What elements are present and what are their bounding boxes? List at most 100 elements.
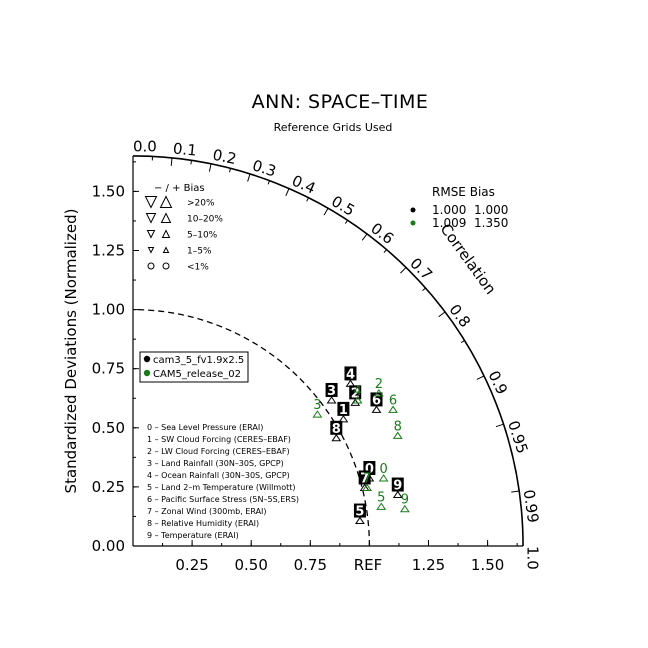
- y-axis-ticks: 0.00 0.25 0.50 0.75 1.00 1.25 1.50: [92, 161, 139, 555]
- bias-triangle-icon: [392, 431, 403, 439]
- corr-tick-label: 0.9: [485, 368, 512, 397]
- corr-minor-tick: [306, 197, 309, 202]
- data-point: 3: [312, 398, 323, 418]
- data-point: 8: [330, 420, 343, 442]
- case-legend-label: cam3_5_fv1.9x2.5: [153, 355, 244, 366]
- variable-list-item: 5 – Land 2–m Temperature (Willmott): [147, 483, 295, 492]
- bias-value: 1.000: [474, 203, 508, 217]
- bias-legend-row-label: 1–5%: [187, 247, 212, 257]
- variable-list-item: 1 – SW Cloud Forcing (CERES–EBAF): [147, 435, 291, 444]
- bias-triangle-icon: [399, 504, 410, 513]
- bias-triangle-icon: [388, 405, 398, 413]
- data-point-label: 6: [372, 393, 381, 408]
- data-point-label: 9: [393, 479, 402, 494]
- outer-arc: [132, 155, 524, 547]
- data-point-label: 3: [313, 398, 321, 413]
- bias-down-triangle-icon: [145, 213, 157, 224]
- corr-minor-tick: [344, 219, 348, 224]
- bias-legend-row-label: 5–10%: [187, 231, 218, 241]
- corr-tick: [170, 157, 173, 166]
- corr-tick: [438, 311, 446, 318]
- corr-tick: [495, 423, 504, 428]
- bias-up-triangle-icon: [160, 212, 172, 223]
- case-legend-box: [139, 351, 249, 383]
- case-legend: cam3_5_fv1.9x2.5 CAM5_release_02: [139, 351, 249, 383]
- data-point: 1: [337, 401, 350, 423]
- data-point: 9: [391, 477, 404, 499]
- x-tick-label: 1.50: [471, 556, 504, 574]
- corr-minor-tick: [460, 340, 465, 344]
- bias-legend-header: − / + Bias: [154, 183, 205, 194]
- data-point: 8: [392, 419, 403, 439]
- data-point-label: 4: [346, 367, 355, 382]
- corr-tick-label: 0.8: [445, 301, 474, 331]
- data-point: 5: [376, 490, 387, 510]
- rmse-value: 1.009: [432, 216, 466, 230]
- data-point-label: 5: [355, 505, 364, 520]
- variable-list-item: 6 – Pacific Surface Stress (5N–5S,ERS): [147, 495, 299, 504]
- y-tick-label: 0.50: [92, 419, 125, 437]
- corr-tick: [476, 375, 485, 380]
- corr-minor-tick: [190, 160, 193, 165]
- corr-tick-label: 0.7: [406, 254, 436, 284]
- corr-tick: [285, 188, 290, 197]
- bias-triangle-icon: [345, 379, 356, 387]
- bias-legend-row-label: <1%: [187, 263, 209, 273]
- bias-circle-icon: [162, 262, 170, 270]
- corr-tick: [208, 163, 212, 172]
- data-point-box: [353, 503, 366, 518]
- bias-triangle-icon: [326, 396, 337, 404]
- data-point-label: 6: [389, 393, 397, 408]
- data-point-box: [391, 477, 404, 492]
- data-point-label: 0: [379, 462, 387, 477]
- data-point-label: 8: [394, 419, 402, 434]
- bias-triangle-icon: [331, 433, 342, 442]
- x-tick-label: 1.25: [412, 556, 445, 574]
- bias-value: 1.350: [474, 216, 508, 230]
- corr-tick-label: 0.99: [520, 488, 543, 524]
- data-point: 9: [399, 493, 410, 513]
- bias-down-triangle-icon: [146, 230, 156, 239]
- bias-triangle-icon: [392, 490, 403, 499]
- data-point-label: 4: [353, 384, 361, 399]
- case-legend-marker: [143, 369, 151, 377]
- y-tick-label: 1.00: [92, 301, 125, 319]
- bias-triangle-icon: [355, 516, 365, 525]
- bias-triangle-icon: [352, 396, 363, 404]
- corr-tick: [247, 173, 251, 182]
- data-point: 2: [349, 385, 362, 406]
- chart-subtitle: Reference Grids Used: [274, 121, 393, 134]
- bias-triangle-icon: [373, 388, 384, 397]
- data-point-label: 7: [360, 471, 369, 486]
- data-point-box: [337, 401, 350, 416]
- bias-legend: − / + Bias >20% 10–20% 5–10% 1–5% <1%: [144, 183, 223, 273]
- bias-up-triangle-icon: [161, 229, 171, 238]
- x-tick-label: 0.25: [175, 556, 208, 574]
- data-point-label: 2: [375, 377, 383, 392]
- corr-tick: [323, 207, 329, 216]
- bias-triangle-icon: [376, 502, 387, 510]
- corr-tick: [400, 267, 407, 274]
- corr-tick: [511, 490, 520, 493]
- rmse-value: 1.000: [432, 203, 466, 217]
- corr-tick-label: 0.0: [133, 137, 157, 155]
- case-legend-label: CAM5_release_02: [153, 369, 241, 380]
- y-tick-label: 0.00: [92, 537, 125, 555]
- y-tick-label: 1.25: [92, 242, 125, 260]
- corr-tick: [361, 233, 368, 241]
- data-point-box: [330, 420, 343, 435]
- x-axis-ticks: 0.25 0.50 0.75 1.25 1.50: [162, 540, 518, 574]
- y-tick-label: 0.25: [92, 478, 125, 496]
- bias-up-triangle-icon: [162, 246, 170, 253]
- bias-legend-row-label: >20%: [187, 199, 215, 209]
- data-point-label: 3: [327, 384, 336, 399]
- data-point: 7: [362, 471, 372, 491]
- data-point-label: 7: [363, 471, 371, 486]
- rmse-row-marker: [410, 207, 416, 213]
- variable-list-item: 9 – Temperature (ERAI): [147, 531, 239, 540]
- data-point: 4: [352, 384, 363, 404]
- case-legend-marker: [143, 355, 151, 363]
- corr-tick-label: 0.4: [289, 172, 318, 198]
